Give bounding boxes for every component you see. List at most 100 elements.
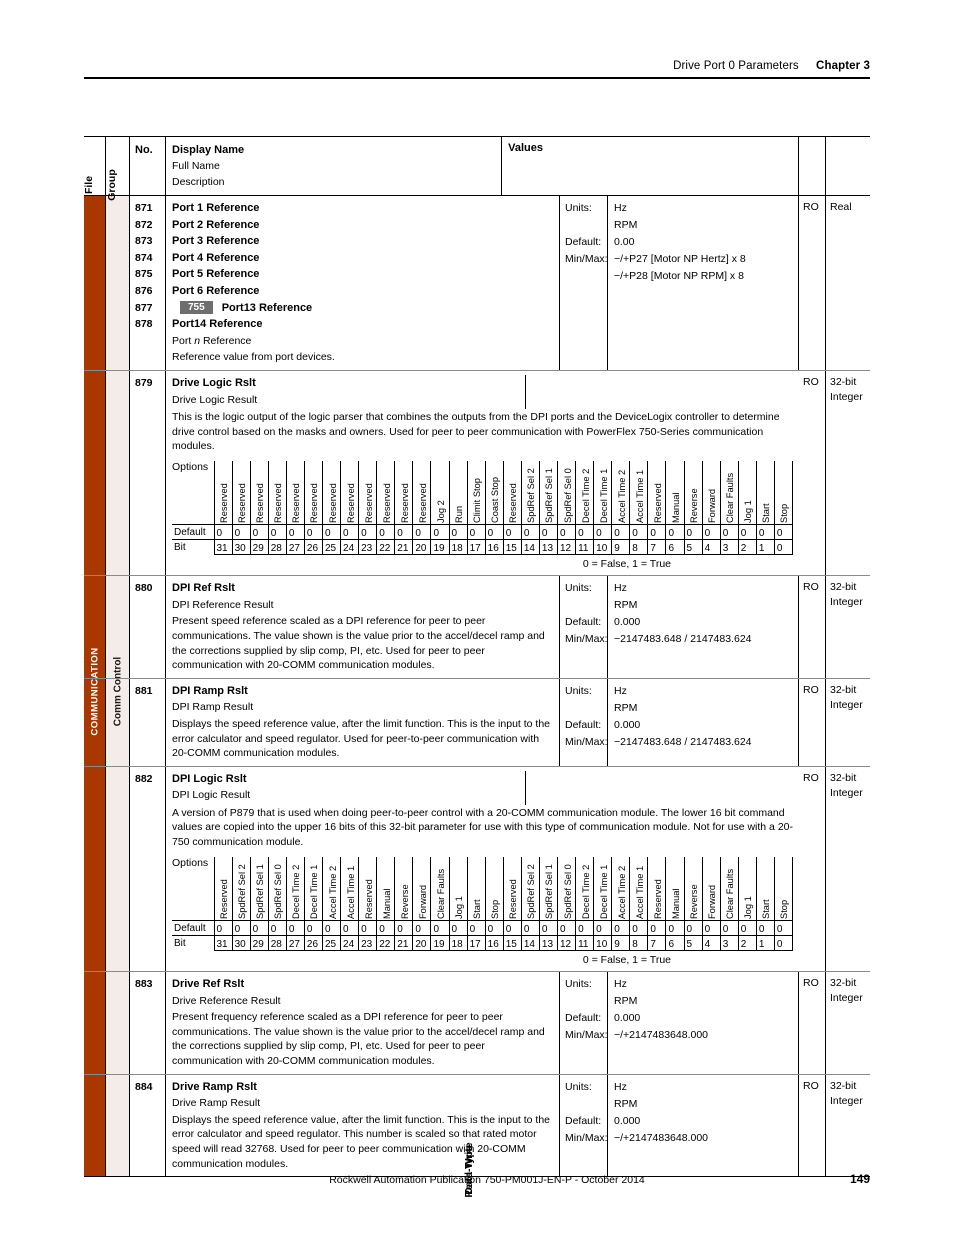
- bit-number-cell: 6: [665, 935, 685, 952]
- parameter-number: 875: [135, 268, 153, 281]
- bit-default-cell: 0: [430, 524, 450, 541]
- parameter-name-cell: Drive Logic Rslt Drive Logic Result This i…: [166, 371, 799, 575]
- bit-number-cell: 30: [231, 539, 251, 556]
- bit-number-cell: 24: [340, 539, 360, 556]
- bit-number-cell: 15: [502, 935, 522, 952]
- value-value-line: RPM: [614, 995, 638, 1008]
- bit-default-cell: 0: [321, 920, 342, 937]
- bit-default-cell: 0: [249, 524, 269, 541]
- bit-default-cell: 0: [755, 920, 775, 937]
- bit-default-cell: 0: [358, 524, 378, 541]
- header-rule: [84, 77, 870, 79]
- parameter-row: 881 DPI Ramp Rslt DPI Ramp Result Displays …: [84, 678, 870, 767]
- bit-number-cell: 1: [755, 539, 775, 556]
- bit-number-cell: 10: [593, 935, 613, 952]
- parameter-full-name: Drive Ramp Result: [172, 1097, 261, 1110]
- footer-publication-text: Rockwell Automation Publication 750-PM00…: [329, 1174, 645, 1186]
- parameter-description: Displays the speed reference value, afte…: [172, 717, 551, 760]
- header-section-title: Drive Port 0 Parameters: [673, 60, 799, 72]
- parameter-display-name: Port14 Reference: [172, 318, 263, 331]
- bit-default-cell: 0: [520, 524, 540, 541]
- bit-number-cell: 12: [556, 539, 577, 556]
- bit-option-cell: SpdRef Sel 0: [556, 856, 577, 921]
- parameter-display-name: Drive Ramp Rslt: [172, 1080, 257, 1093]
- value-values-cell: Hz RPM 0.000 −2147483.648 / 2147483.624: [607, 678, 799, 766]
- group-category-cell: [106, 972, 130, 1074]
- value-value-line: −/+2147483648.000: [614, 1131, 709, 1144]
- bit-number-cell: 28: [267, 935, 287, 952]
- value-value-line: −/+P27 [Motor NP Hertz] x 8: [614, 253, 746, 265]
- bit-number-cell: 17: [466, 935, 486, 952]
- bit-default-cell: 0: [358, 920, 378, 937]
- group-category-cell: [106, 196, 130, 370]
- value-labels-cell: Units: Default: Min/Max:: [560, 972, 608, 1074]
- table-body: 871 872 873 874 875 876 877 878 Port 1 Reference…: [84, 196, 870, 1177]
- bit-options-row-label: Options: [172, 856, 209, 869]
- parameter-number-cell: 879: [130, 370, 166, 576]
- bit-number-cell: 9: [611, 935, 631, 952]
- bit-option-cell: Coast Stop: [484, 460, 504, 525]
- bit-default-cell: 0: [394, 920, 414, 937]
- parameter-full-name: DPI Ramp Result: [172, 701, 254, 714]
- parameter-name-cell: Drive Ref Rslt Drive Reference Result Pres…: [166, 972, 560, 1074]
- bit-option-cell: Clear Faults: [430, 856, 450, 921]
- bit-option-cell: Decel Time 2: [285, 856, 305, 921]
- group-category-cell: [106, 576, 130, 678]
- value-value-line: 0.000: [614, 718, 641, 731]
- bit-number-cell: 7: [647, 935, 667, 952]
- group-category-cell: [106, 1074, 130, 1177]
- file-category-cell: [84, 972, 106, 1074]
- bit-number-cell: 0: [773, 935, 794, 952]
- value-label-line: [565, 268, 605, 285]
- value-values-cell: Hz RPM 0.000 −/+2147483648.000: [607, 1074, 799, 1177]
- bit-option-cell: Reserved: [340, 460, 360, 525]
- bit-option-cell: Reserved: [213, 856, 233, 921]
- bit-number-cell: 3: [719, 539, 739, 556]
- read-write-cell: RO: [799, 972, 826, 1074]
- bit-option-cell: Decel Time 2: [575, 856, 595, 921]
- parameter-display-name: Port 1 Reference: [172, 202, 260, 214]
- bit-default-cell: 0: [556, 920, 577, 937]
- read-write-cell: RO: [799, 576, 826, 678]
- bit-number-cell: 31: [213, 935, 233, 952]
- value-label-line: Units:: [565, 1080, 592, 1093]
- bit-number-cell: 8: [629, 935, 649, 952]
- bit-default-cell: 0: [502, 920, 522, 937]
- group-category-cell: [106, 678, 130, 766]
- bit-default-cell: 0: [285, 920, 305, 937]
- bit-default-cell: 0: [629, 920, 649, 937]
- bit-default-cell: 0: [484, 920, 504, 937]
- bit-number-cell: 19: [430, 539, 450, 556]
- parameter-number: 871: [135, 202, 153, 214]
- bit-default-cell: 0: [448, 920, 468, 937]
- bit-number-cell: 12: [556, 935, 577, 952]
- bit-option-cell: Accel Time 1: [340, 856, 360, 921]
- bit-options-row-label: Options: [172, 460, 209, 473]
- bit-option-cell: Reverse: [394, 856, 414, 921]
- bit-option-cell: Decel Time 1: [593, 856, 613, 921]
- bit-option-cell: Jog 1: [737, 460, 757, 525]
- bit-option-cell: Reserved: [647, 856, 667, 921]
- bit-default-cell: 0: [755, 524, 775, 541]
- parameter-number-cell: 880: [130, 576, 166, 678]
- bit-number-cell: 2: [737, 539, 757, 556]
- bit-default-cell: 0: [520, 920, 540, 937]
- bit-number-cell: 14: [520, 935, 540, 952]
- bit-option-cell: Accel Time 1: [629, 856, 649, 921]
- parameter-display-name: DPI Ref Rslt: [172, 582, 235, 595]
- bit-default-cell: 0: [773, 920, 794, 937]
- bit-default-cell: 0: [701, 920, 721, 937]
- parameter-description: A version of P879 that is used when doin…: [172, 806, 793, 848]
- parameter-full-name: DPI Logic Result: [172, 789, 251, 802]
- column-header-no: No.: [130, 137, 166, 195]
- read-write-cell: RO: [799, 196, 826, 370]
- parameter-name-cell: Port 1 Reference Port 2 Reference Port 3 R…: [166, 196, 560, 370]
- bit-number-cell: 11: [575, 539, 595, 556]
- bit-default-cell: 0: [412, 920, 432, 937]
- value-value-line: 0.000: [614, 1114, 641, 1127]
- value-label-line: Units:: [565, 202, 592, 214]
- bit-number-cell: 18: [448, 935, 468, 952]
- parameter-number: 872: [135, 218, 153, 231]
- bit-default-cell: 0: [213, 524, 233, 541]
- bit-default-cell: 0: [719, 524, 739, 541]
